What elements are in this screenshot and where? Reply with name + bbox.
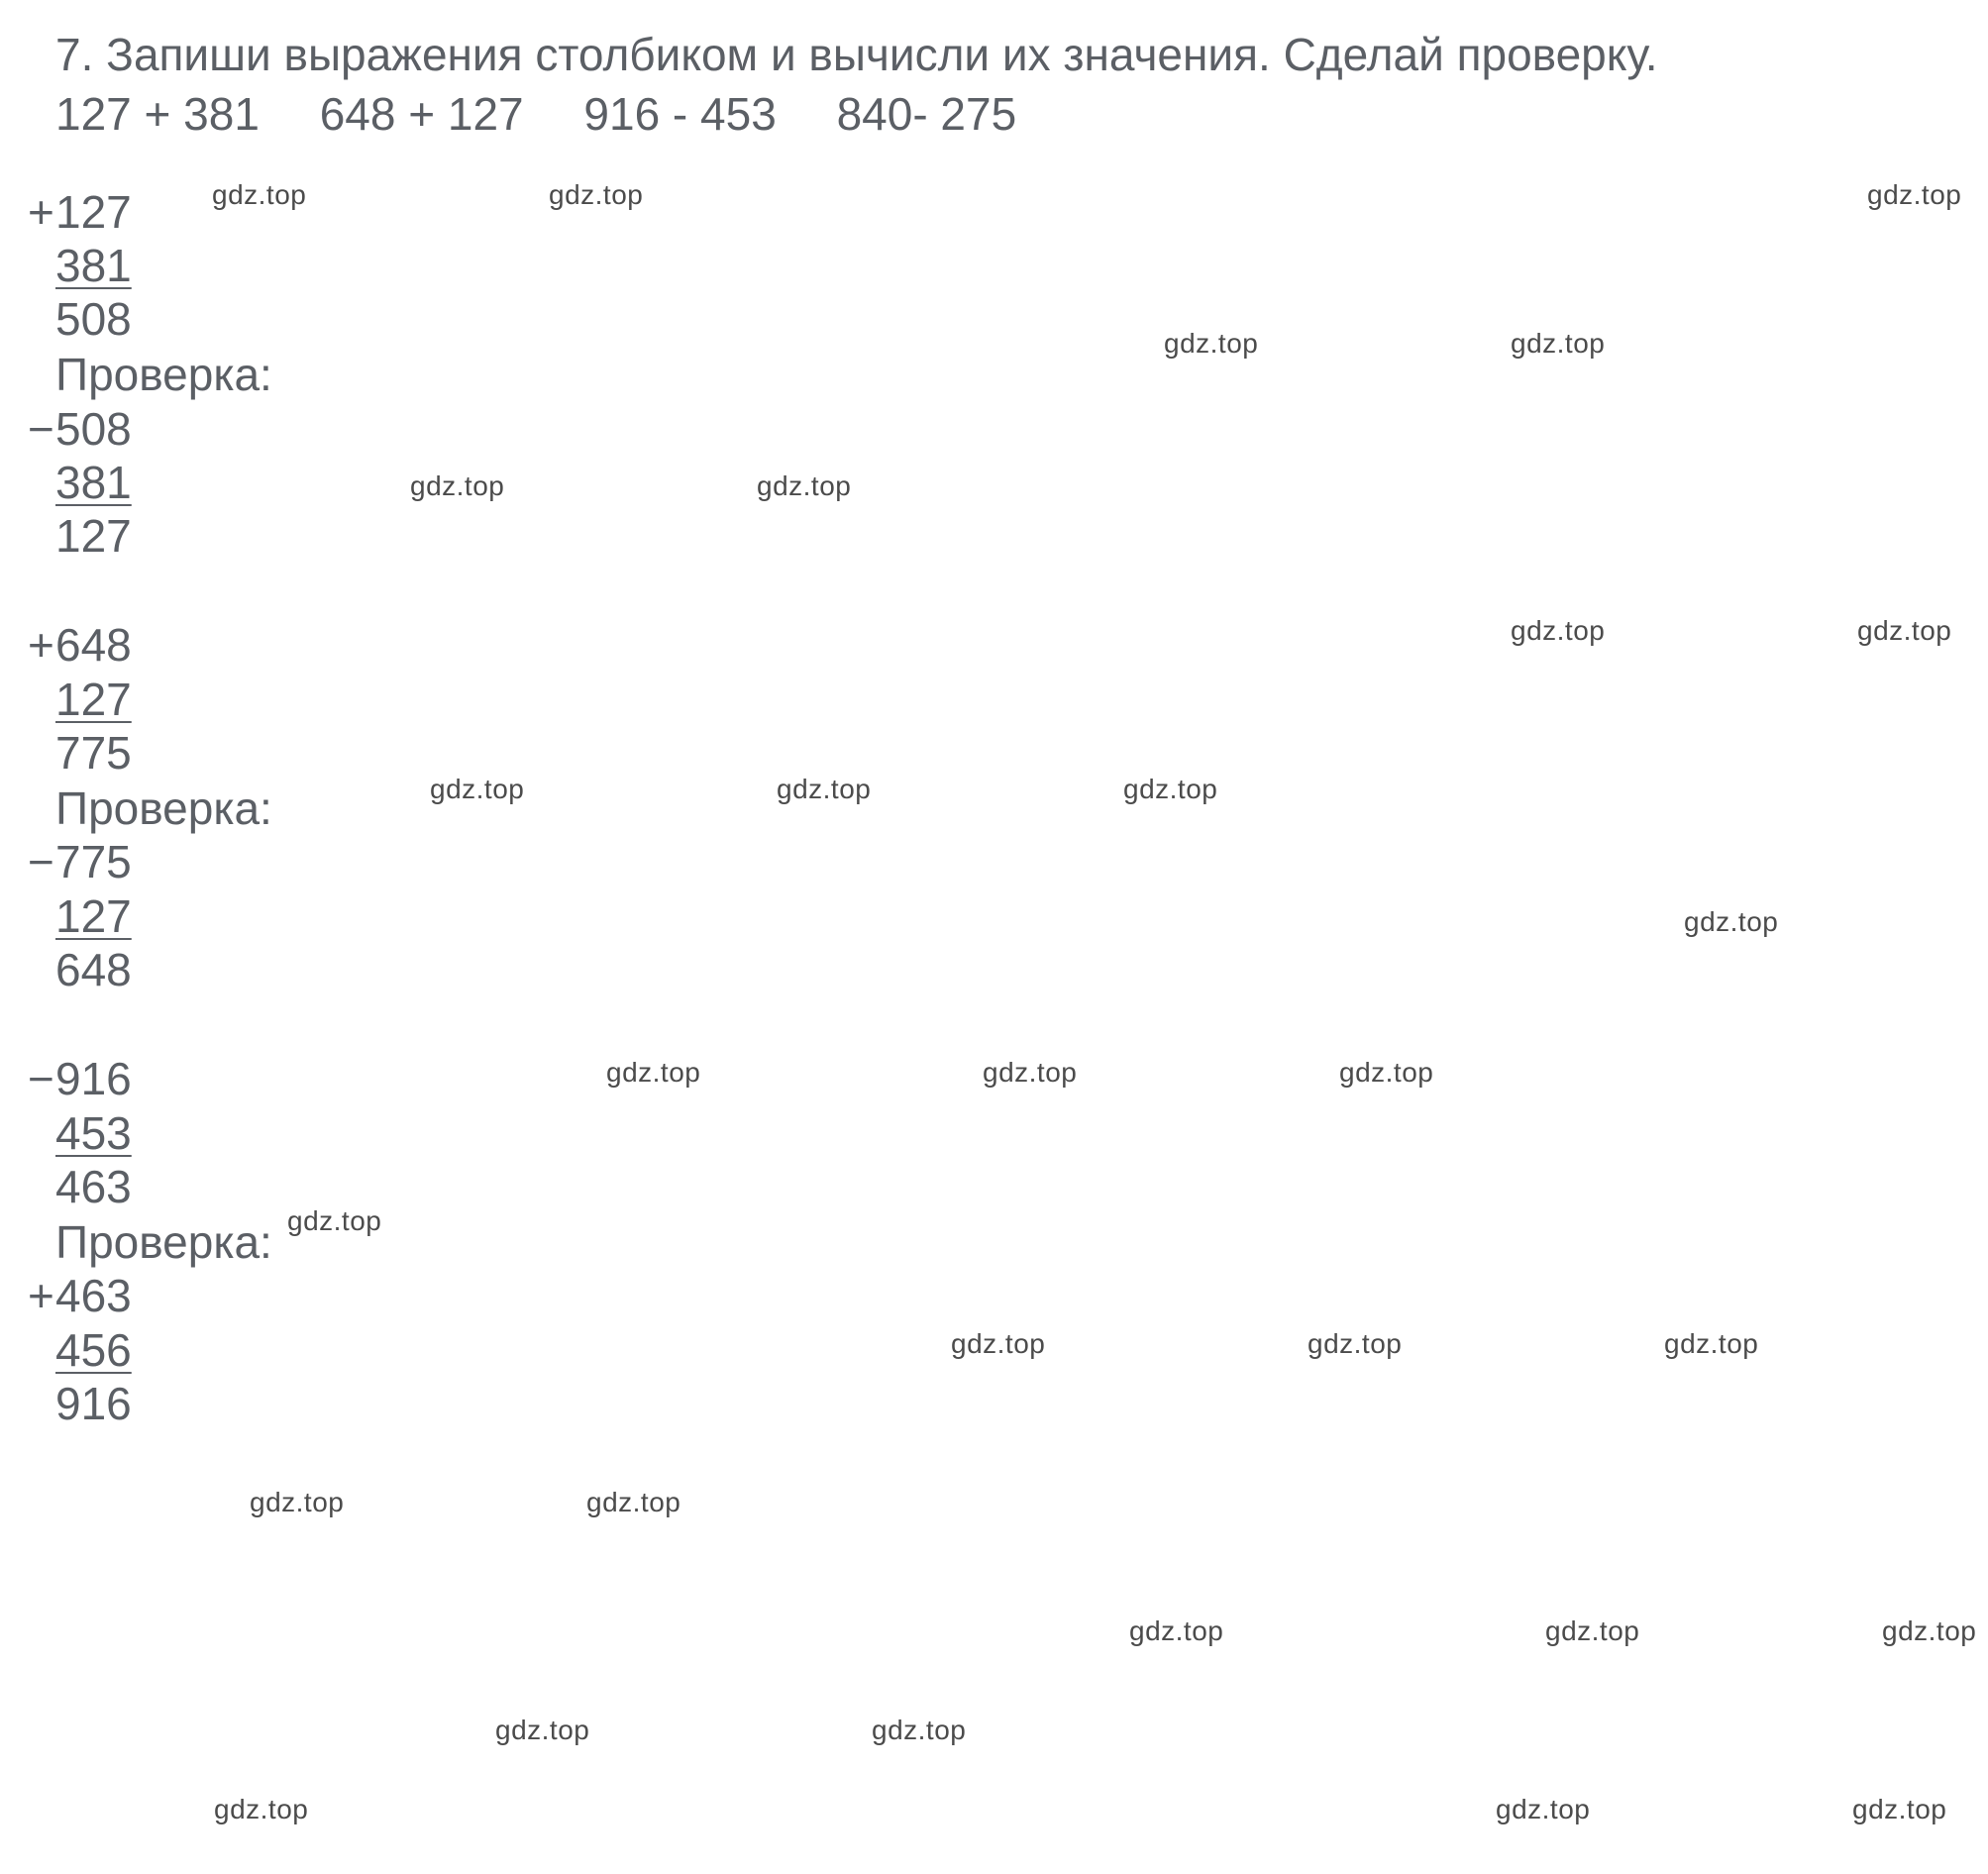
calc1-row3: 508 bbox=[55, 292, 1948, 346]
watermark-text: gdz.top bbox=[214, 1793, 308, 1825]
calc1-a1: 127 bbox=[55, 185, 145, 239]
calc1-row2: 381 bbox=[55, 239, 1948, 292]
calc1-row6: 127 bbox=[55, 509, 1948, 563]
calc1-r2: 127 bbox=[55, 509, 145, 563]
calc3-row4: + 463 bbox=[55, 1269, 1948, 1322]
calc3-r1: 463 bbox=[55, 1160, 145, 1213]
calc1-row1: + 127 bbox=[55, 185, 1948, 239]
watermark-text: gdz.top bbox=[1664, 1327, 1758, 1360]
watermark-text: gdz.top bbox=[549, 178, 643, 211]
watermark-text: gdz.top bbox=[1882, 1614, 1976, 1647]
calc2-a1: 648 bbox=[55, 618, 145, 672]
calc2-op2: − bbox=[28, 835, 54, 888]
watermark-text: gdz.top bbox=[1129, 1614, 1223, 1647]
calc2-row4: − 775 bbox=[55, 835, 1948, 888]
watermark-text: gdz.top bbox=[212, 178, 306, 211]
calc-block-3: − 916 453 463 Проверка: + 463 456 916 bbox=[55, 1052, 1948, 1430]
calc2-row6: 648 bbox=[55, 943, 1948, 996]
calc1-b2: 381 bbox=[55, 456, 145, 509]
watermark-text: gdz.top bbox=[951, 1327, 1045, 1360]
calc2-row2: 127 bbox=[55, 673, 1948, 726]
watermark-text: gdz.top bbox=[606, 1056, 700, 1089]
calc2-op1: + bbox=[28, 618, 54, 672]
watermark-text: gdz.top bbox=[872, 1714, 966, 1746]
watermark-text: gdz.top bbox=[410, 469, 504, 502]
expression-1: 127 + 381 bbox=[55, 87, 260, 141]
calc2-r2: 648 bbox=[55, 943, 145, 996]
calc2-r1: 775 bbox=[55, 726, 145, 780]
watermark-text: gdz.top bbox=[1684, 905, 1778, 938]
watermark-text: gdz.top bbox=[1123, 773, 1217, 805]
watermark-text: gdz.top bbox=[983, 1056, 1077, 1089]
calc1-a2: 508 bbox=[55, 402, 145, 456]
watermark-text: gdz.top bbox=[757, 469, 851, 502]
watermark-text: gdz.top bbox=[1308, 1327, 1402, 1360]
watermark-text: gdz.top bbox=[777, 773, 871, 805]
watermark-text: gdz.top bbox=[1852, 1793, 1946, 1825]
calc3-b1: 453 bbox=[55, 1106, 145, 1160]
calc2-row5: 127 bbox=[55, 889, 1948, 943]
watermark-text: gdz.top bbox=[287, 1204, 381, 1237]
calc2-row3: 775 bbox=[55, 726, 1948, 780]
calc2-row1: + 648 bbox=[55, 618, 1948, 672]
watermark-text: gdz.top bbox=[1511, 614, 1605, 647]
watermark-text: gdz.top bbox=[1339, 1056, 1433, 1089]
question-number: 7. bbox=[55, 29, 93, 80]
calc3-a1: 916 bbox=[55, 1052, 145, 1105]
watermark-text: gdz.top bbox=[1496, 1793, 1590, 1825]
watermark-text: gdz.top bbox=[1164, 327, 1258, 360]
calc1-row5: 381 bbox=[55, 456, 1948, 509]
calc3-b2: 456 bbox=[55, 1323, 145, 1377]
watermark-text: gdz.top bbox=[1545, 1614, 1639, 1647]
watermark-text: gdz.top bbox=[586, 1486, 680, 1518]
calc1-op1: + bbox=[28, 185, 54, 239]
question-text: Запиши выражения столбиком и вычисли их … bbox=[106, 29, 1657, 80]
expression-4: 840- 275 bbox=[837, 87, 1017, 141]
watermark-text: gdz.top bbox=[430, 773, 524, 805]
expressions-row: 127 + 381 648 + 127 916 - 453 840- 275 bbox=[55, 87, 1948, 141]
expression-3: 916 - 453 bbox=[583, 87, 776, 141]
watermark-text: gdz.top bbox=[495, 1714, 589, 1746]
calc1-check-label: Проверка: bbox=[55, 348, 1948, 401]
calc3-row6: 916 bbox=[55, 1377, 1948, 1430]
calc1-r1: 508 bbox=[55, 292, 145, 346]
calc3-op2: + bbox=[28, 1269, 54, 1322]
calc3-row2: 453 bbox=[55, 1106, 1948, 1160]
watermark-text: gdz.top bbox=[1857, 614, 1951, 647]
question-line: 7. Запиши выражения столбиком и вычисли … bbox=[55, 28, 1948, 81]
calc2-b2: 127 bbox=[55, 889, 145, 943]
watermark-text: gdz.top bbox=[1511, 327, 1605, 360]
calc1-row4: − 508 bbox=[55, 402, 1948, 456]
watermark-text: gdz.top bbox=[250, 1486, 344, 1518]
calc2-a2: 775 bbox=[55, 835, 145, 888]
expression-2: 648 + 127 bbox=[320, 87, 524, 141]
calc3-r2: 916 bbox=[55, 1377, 145, 1430]
calc-block-2: + 648 127 775 Проверка: − 775 127 648 bbox=[55, 618, 1948, 996]
calc2-check-label: Проверка: bbox=[55, 781, 1948, 835]
calc1-b1: 381 bbox=[55, 239, 145, 292]
page-root: 7. Запиши выражения столбиком и вычисли … bbox=[0, 0, 1988, 1874]
calc3-op1: − bbox=[28, 1052, 54, 1105]
watermark-text: gdz.top bbox=[1867, 178, 1961, 211]
calc-block-1: + 127 381 508 Проверка: − 508 381 127 bbox=[55, 185, 1948, 564]
calc1-op2: − bbox=[28, 402, 54, 456]
calc3-a2: 463 bbox=[55, 1269, 145, 1322]
calc2-b1: 127 bbox=[55, 673, 145, 726]
